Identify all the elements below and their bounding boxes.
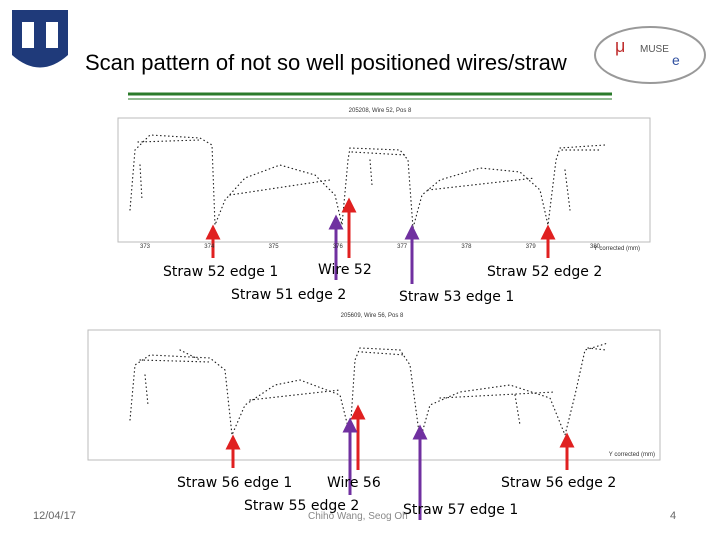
annotation: Straw 56 edge 1 [177, 475, 292, 491]
annotation: Straw 51 edge 2 [231, 287, 346, 303]
page-number: 4 [670, 510, 676, 522]
annotation: Straw 56 edge 2 [501, 475, 616, 491]
svg-text:e: e [672, 52, 680, 68]
x-tick-label: 379 [526, 244, 537, 250]
slide-title: Scan pattern of not so well positioned w… [85, 50, 567, 75]
plot-2: 205609, Wire 56, Pos 8 Y corrected (mm) [87, 313, 661, 461]
x-ticks: 373 374 375 376 377 378 379 380 [140, 244, 601, 250]
x-tick-label: 374 [204, 244, 215, 250]
plot-1: 205208, Wire 52, Pos 8 Y corrected (mm) [117, 108, 651, 252]
x-tick-label: 375 [269, 244, 280, 250]
x-axis-label: Y corrected (mm) [594, 246, 640, 252]
svg-text:μ: μ [615, 36, 625, 56]
plot-frame [87, 329, 661, 461]
duke-logo [12, 10, 68, 68]
x-tick-label: 376 [333, 244, 344, 250]
footer-author: Chiho Wang, Seog Oh [308, 511, 408, 522]
annotation: Straw 52 edge 1 [163, 264, 278, 280]
x-tick-label: 380 [590, 244, 601, 250]
x-tick-label: 373 [140, 244, 151, 250]
plot-title: 205208, Wire 52, Pos 8 [349, 108, 412, 114]
annotation: Straw 55 edge 2 [244, 498, 359, 514]
x-tick-label: 377 [397, 244, 408, 250]
annotation: Wire 52 [318, 262, 372, 278]
muse-logo: μ MUSE e [594, 26, 706, 84]
footer-date: 12/04/17 [33, 510, 76, 522]
plot-frame [117, 117, 651, 243]
annotation-arrows [205, 197, 575, 520]
x-tick-label: 378 [461, 244, 472, 250]
annotation: Straw 52 edge 2 [487, 264, 602, 280]
plot-title: 205609, Wire 56, Pos 8 [341, 313, 404, 319]
annotation: Wire 56 [327, 475, 381, 491]
x-axis-label: Y corrected (mm) [609, 452, 655, 458]
annotation: Straw 53 edge 1 [399, 289, 514, 305]
annotation: Straw 57 edge 1 [403, 502, 518, 518]
svg-text:MUSE: MUSE [640, 44, 669, 55]
